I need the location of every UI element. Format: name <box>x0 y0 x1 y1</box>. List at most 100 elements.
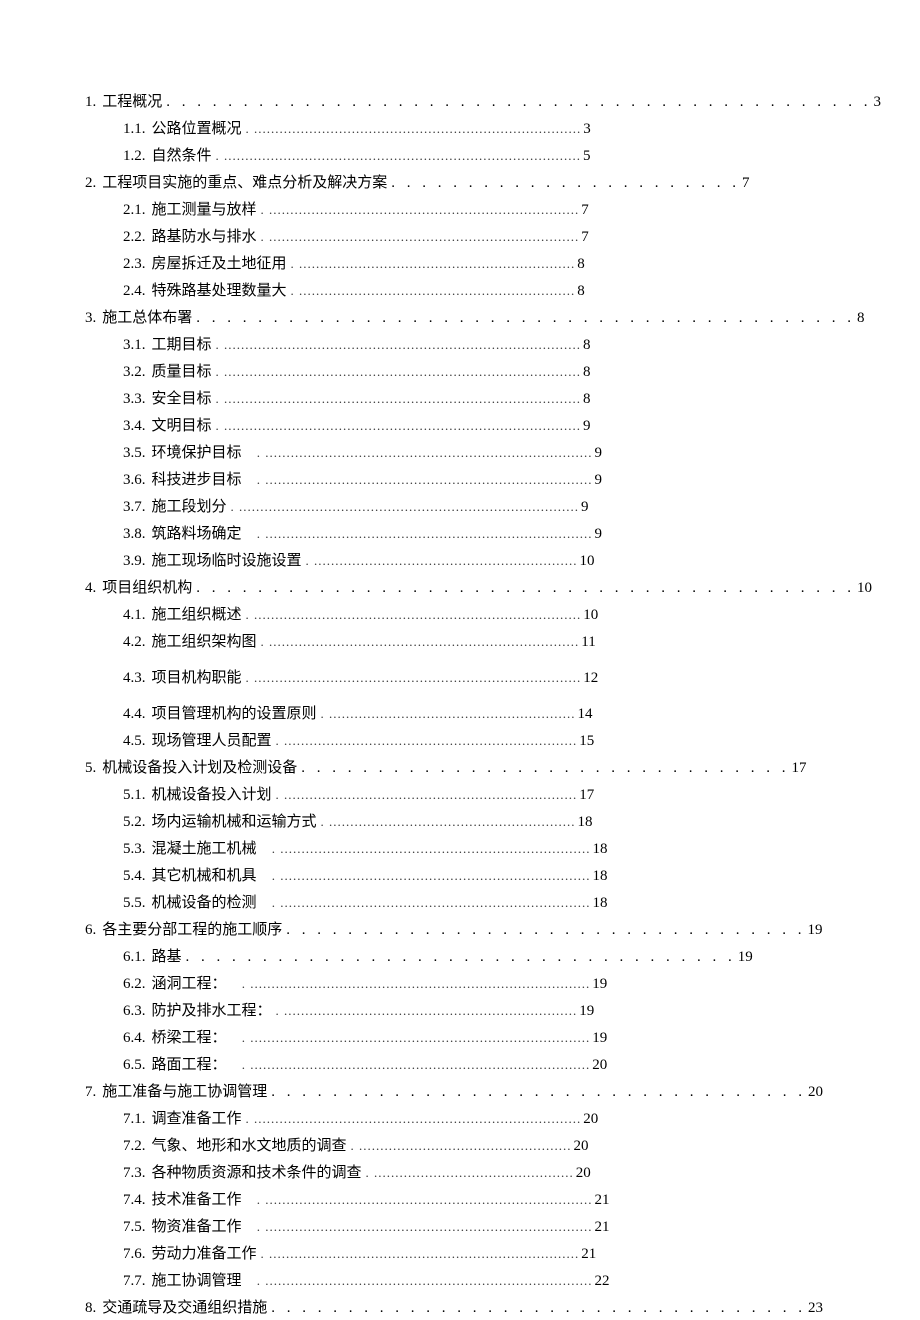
toc-page-number: 8 <box>857 306 865 330</box>
toc-number: 6.5. <box>123 1053 146 1077</box>
toc-entry: 5.3.混凝土施工机械 . ..........................… <box>85 837 835 861</box>
toc-number: 7.5. <box>123 1215 146 1239</box>
toc-leader-dots: . ......................................… <box>261 1244 580 1265</box>
toc-number: 5.4. <box>123 864 146 888</box>
toc-entry: 7.2.气象、地形和水文地质的调查. .....................… <box>85 1134 835 1158</box>
toc-leader-dots: . ......................................… <box>257 1190 593 1211</box>
toc-entry: 7.7.施工协调管理 . ...........................… <box>85 1269 835 1293</box>
toc-page-number: 19 <box>592 972 607 996</box>
toc-number: 5. <box>85 756 96 780</box>
toc-page-number: 8 <box>577 279 585 303</box>
toc-entry: 6.各主要分部工程的施工顺序 . . . . . . . . . . . . .… <box>85 918 835 942</box>
toc-number: 1. <box>85 90 96 114</box>
toc-title: 施工测量与放样 <box>152 198 257 222</box>
toc-leader-dots: . ......................................… <box>216 335 582 356</box>
toc-entry: 4.2.施工组织架构图. ...........................… <box>85 630 835 654</box>
toc-entry: 8.交通疏导及交通组织措施 . . . . . . . . . . . . . … <box>85 1296 835 1320</box>
toc-number: 3.9. <box>123 549 146 573</box>
toc-page-number: 23 <box>808 1296 823 1320</box>
spacer <box>246 1215 257 1239</box>
toc-entry: 4.4.项目管理机构的设置原则. .......................… <box>85 702 835 726</box>
toc-title: 工程概况 <box>102 90 162 114</box>
toc-leader-dots: . . . . . . . . . . . . . . . . . . . . … <box>186 945 736 969</box>
toc-page-number: 21 <box>595 1215 610 1239</box>
toc-page-number: 21 <box>595 1188 610 1212</box>
toc-entry: 2.工程项目实施的重点、难点分析及解决方案 . . . . . . . . . … <box>85 171 835 195</box>
toc-number: 4. <box>85 576 96 600</box>
toc-title: 公路位置概况 <box>152 117 242 141</box>
toc-number: 7.3. <box>123 1161 146 1185</box>
toc-page-number: 9 <box>595 468 603 492</box>
toc-title: 各种物质资源和技术条件的调查 <box>152 1161 362 1185</box>
toc-page-number: 18 <box>593 837 608 861</box>
toc-title: 质量目标 <box>152 360 212 384</box>
toc-title: 房屋拆迁及土地征用 <box>152 252 287 276</box>
spacer <box>231 1053 242 1077</box>
toc-number: 2.4. <box>123 279 146 303</box>
toc-entry: 3.1.工期目标. ..............................… <box>85 333 835 357</box>
toc-leader-dots: . ......................................… <box>291 254 576 275</box>
toc-entry: 4.5.现场管理人员配置. ..........................… <box>85 729 835 753</box>
toc-number: 3.8. <box>123 522 146 546</box>
toc-entry: 6.2.涵洞工程： . ............................… <box>85 972 835 996</box>
toc-number: 3.6. <box>123 468 146 492</box>
toc-leader-dots: . . . . . . . . . . . . . . . . . . . . … <box>271 1080 806 1104</box>
toc-leader-dots: . ......................................… <box>246 1109 582 1130</box>
toc-entry: 5.5.机械设备的检测 . ..........................… <box>85 891 835 915</box>
toc-title: 文明目标 <box>152 414 212 438</box>
toc-number: 7.6. <box>123 1242 146 1266</box>
toc-leader-dots: . ......................................… <box>291 281 576 302</box>
toc-number: 7.2. <box>123 1134 146 1158</box>
toc-number: 2. <box>85 171 96 195</box>
toc-page-number: 10 <box>857 576 872 600</box>
toc-title: 施工现场临时设施设置 <box>152 549 302 573</box>
toc-page-number: 9 <box>583 414 591 438</box>
toc-title: 施工准备与施工协调管理 <box>102 1080 267 1104</box>
toc-number: 4.4. <box>123 702 146 726</box>
toc-title: 交通疏导及交通组织措施 <box>102 1296 267 1320</box>
toc-page-number: 10 <box>583 603 598 627</box>
toc-page-number: 9 <box>595 441 603 465</box>
toc-title: 机械设备投入计划及检测设备 <box>102 756 297 780</box>
toc-leader-dots: . . . . . . . . . . . . . . . . . . . . … <box>196 576 855 600</box>
toc-page-number: 8 <box>583 333 591 357</box>
toc-leader-dots: . ......................................… <box>246 605 582 626</box>
toc-title: 机械设备的检测 <box>152 891 257 915</box>
toc-leader-dots: . ......................................… <box>306 551 578 572</box>
toc-leader-dots: . ......................................… <box>257 443 593 464</box>
toc-page-number: 19 <box>738 945 753 969</box>
toc-leader-dots: . ......................................… <box>216 416 582 437</box>
toc-leader-dots: . ......................................… <box>242 974 591 995</box>
toc-entry: 6.4.桥梁工程： . ............................… <box>85 1026 835 1050</box>
toc-page-number: 22 <box>595 1269 610 1293</box>
toc-entry: 6.5. 路面工程： . ............................… <box>85 1053 835 1077</box>
toc-page-number: 11 <box>581 630 595 654</box>
spacer <box>246 522 257 546</box>
toc-leader-dots: . ......................................… <box>276 731 578 752</box>
toc-title: 路面工程： <box>152 1053 227 1077</box>
toc-entry: 2.3.房屋拆迁及土地征用. .........................… <box>85 252 835 276</box>
toc-number: 7.7. <box>123 1269 146 1293</box>
toc-leader-dots: . . . . . . . . . . . . . . . . . . . . … <box>196 306 855 330</box>
toc-number: 6. <box>85 918 96 942</box>
toc-page-number: 7 <box>742 171 750 195</box>
toc-title: 现场管理人员配置 <box>152 729 272 753</box>
toc-page-number: 20 <box>592 1053 607 1077</box>
toc-leader-dots: . ......................................… <box>257 470 593 491</box>
toc-title: 桥梁工程： <box>152 1026 227 1050</box>
toc-number: 3.2. <box>123 360 146 384</box>
toc-title: 其它机械和机具 <box>152 864 257 888</box>
toc-number: 5.3. <box>123 837 146 861</box>
toc-entry: 2.2.路基防水与排水. ...........................… <box>85 225 835 249</box>
toc-page-number: 17 <box>579 783 594 807</box>
toc-leader-dots: . ......................................… <box>242 1055 591 1076</box>
toc-leader-dots: . ......................................… <box>216 389 582 410</box>
toc-leader-dots: . . . . . . . . . . . . . . . . . . . . … <box>271 1296 806 1320</box>
toc-number: 6.1. <box>123 945 146 969</box>
toc-title: 项目组织机构 <box>102 576 192 600</box>
toc-entry: 3.6.科技进步目标 . ...........................… <box>85 468 835 492</box>
toc-page-number: 3 <box>874 90 882 114</box>
toc-title: 自然条件 <box>152 144 212 168</box>
spacer <box>261 864 272 888</box>
toc-number: 3.4. <box>123 414 146 438</box>
